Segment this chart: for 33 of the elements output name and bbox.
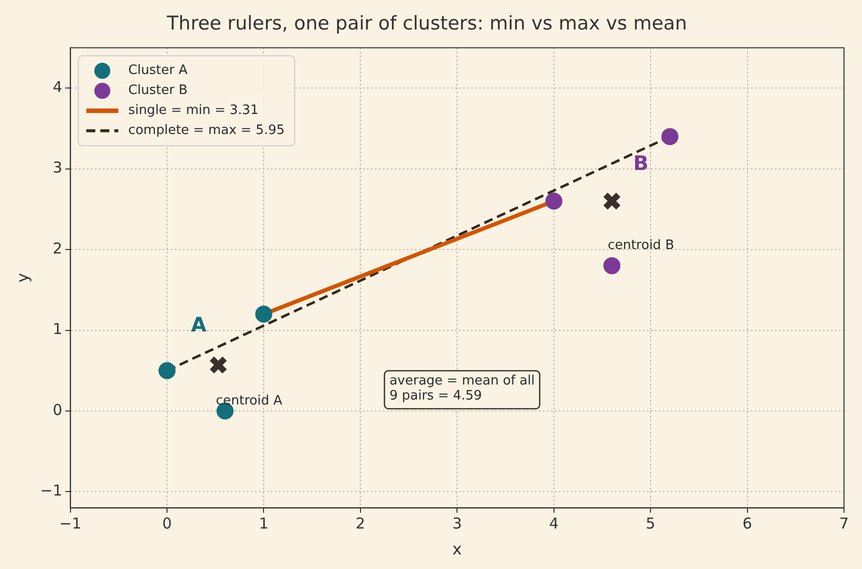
annotation: A — [191, 312, 207, 336]
y-tick-label: 0 — [52, 400, 62, 419]
annotation: centroid A — [216, 393, 282, 408]
x-tick-label: 0 — [162, 514, 172, 533]
y-axis-title: y — [12, 273, 32, 283]
x-tick-label: 3 — [452, 514, 462, 533]
chart-title: Three rulers, one pair of clusters: min vs max vs mean — [166, 12, 688, 34]
x-tick-label: 1 — [258, 514, 269, 533]
x-tick-label: 2 — [356, 514, 366, 533]
point — [603, 257, 620, 274]
annotation: average = mean of all 9 pairs = 4.59 — [389, 374, 535, 404]
x-axis-title: x — [452, 540, 462, 559]
point — [545, 192, 562, 210]
point — [158, 362, 176, 380]
annotation: centroid B — [608, 238, 674, 253]
x-tick-label: 6 — [742, 514, 752, 533]
annotation: B — [633, 150, 649, 175]
y-tick-label: 4 — [52, 78, 62, 96]
y-tick-label: 1 — [52, 320, 62, 338]
point — [255, 306, 272, 323]
x-tick-label: 4 — [549, 514, 559, 533]
point — [661, 128, 678, 146]
legend-label: Cluster A — [128, 63, 188, 78]
x-tick-label: 5 — [646, 514, 656, 533]
point — [602, 192, 622, 210]
legend-label: Cluster B — [128, 83, 188, 98]
legend-label: single = min = 3.31 — [128, 103, 259, 118]
point — [208, 356, 228, 374]
legend-label: complete = max = 5.95 — [128, 123, 285, 138]
x-tick-label: 7 — [839, 514, 849, 533]
y-tick-label: −1 — [40, 482, 62, 500]
y-tick-label: 2 — [52, 239, 62, 258]
y-tick-label: 3 — [52, 158, 62, 177]
